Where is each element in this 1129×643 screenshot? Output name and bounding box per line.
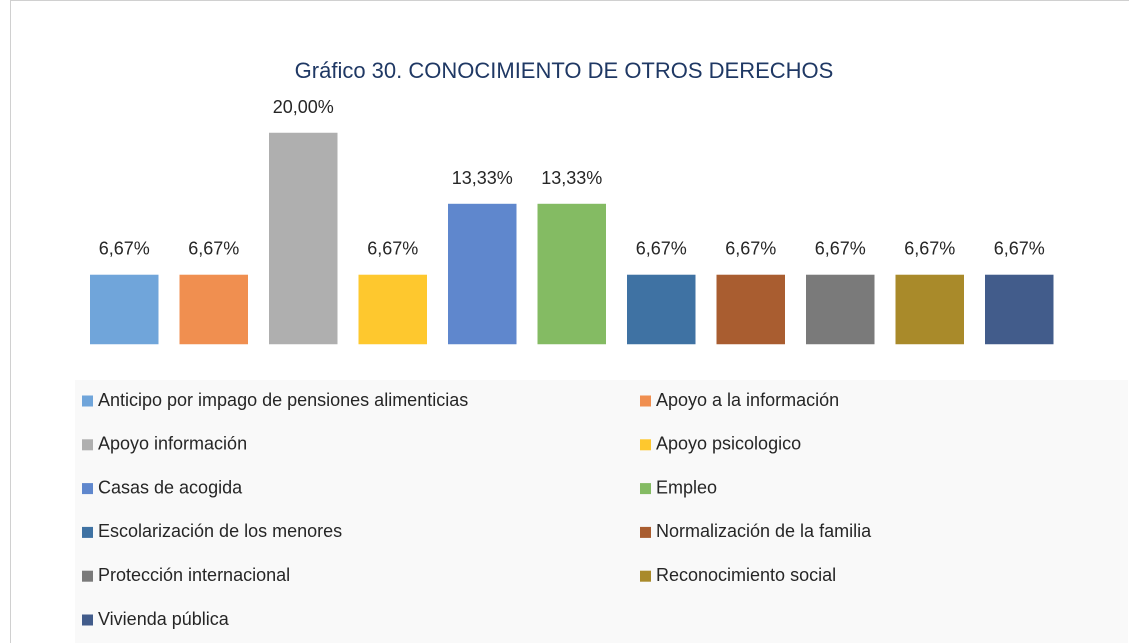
value-label: 6,67% (725, 239, 776, 259)
bar (178, 273, 250, 346)
legend-label: Protección internacional (98, 565, 290, 585)
bar (625, 273, 697, 346)
bar (357, 273, 429, 346)
value-label: 20,00% (273, 97, 334, 117)
bar (804, 273, 876, 346)
bar (267, 131, 339, 346)
legend-swatch (82, 570, 93, 582)
legend-label: Escolarización de los menores (98, 521, 342, 541)
bar (446, 202, 518, 346)
value-label: 6,67% (99, 239, 150, 259)
legend-label: Normalización de la familia (656, 521, 872, 541)
legend-label: Anticipo por impago de pensiones aliment… (98, 390, 468, 410)
bar (983, 273, 1055, 346)
legend-label: Casas de acogida (98, 477, 243, 497)
bar (715, 273, 787, 346)
legend-swatch (640, 483, 651, 495)
value-label: 6,67% (994, 239, 1045, 259)
legend-label: Apoyo a la información (656, 390, 839, 410)
legend-swatch (82, 614, 93, 626)
legend-label: Empleo (656, 477, 717, 497)
legend-swatch (82, 439, 93, 451)
legend-swatch (82, 395, 93, 407)
bar (536, 202, 608, 346)
legend-swatch (82, 483, 93, 495)
legend-swatch (640, 439, 651, 451)
value-label: 6,67% (815, 239, 866, 259)
value-label: 13,33% (541, 168, 602, 188)
legend-swatch (640, 395, 651, 407)
legend-swatch (640, 570, 651, 582)
legend-label: Reconocimiento social (656, 565, 836, 585)
legend-swatch (640, 526, 651, 538)
legend-label: Apoyo psicologico (656, 434, 801, 454)
value-label: 13,33% (452, 168, 513, 188)
legend-label: Apoyo información (98, 434, 247, 454)
legend-area (75, 380, 1128, 643)
bar (894, 273, 966, 346)
bar (88, 273, 160, 346)
value-label: 6,67% (904, 239, 955, 259)
legend-swatch (82, 526, 93, 538)
value-label: 6,67% (188, 239, 239, 259)
value-label: 6,67% (636, 239, 687, 259)
legend-label: Vivienda pública (98, 609, 230, 629)
value-label: 6,67% (367, 239, 418, 259)
chart-title: Gráfico 30. CONOCIMIENTO DE OTROS DERECH… (295, 58, 834, 83)
